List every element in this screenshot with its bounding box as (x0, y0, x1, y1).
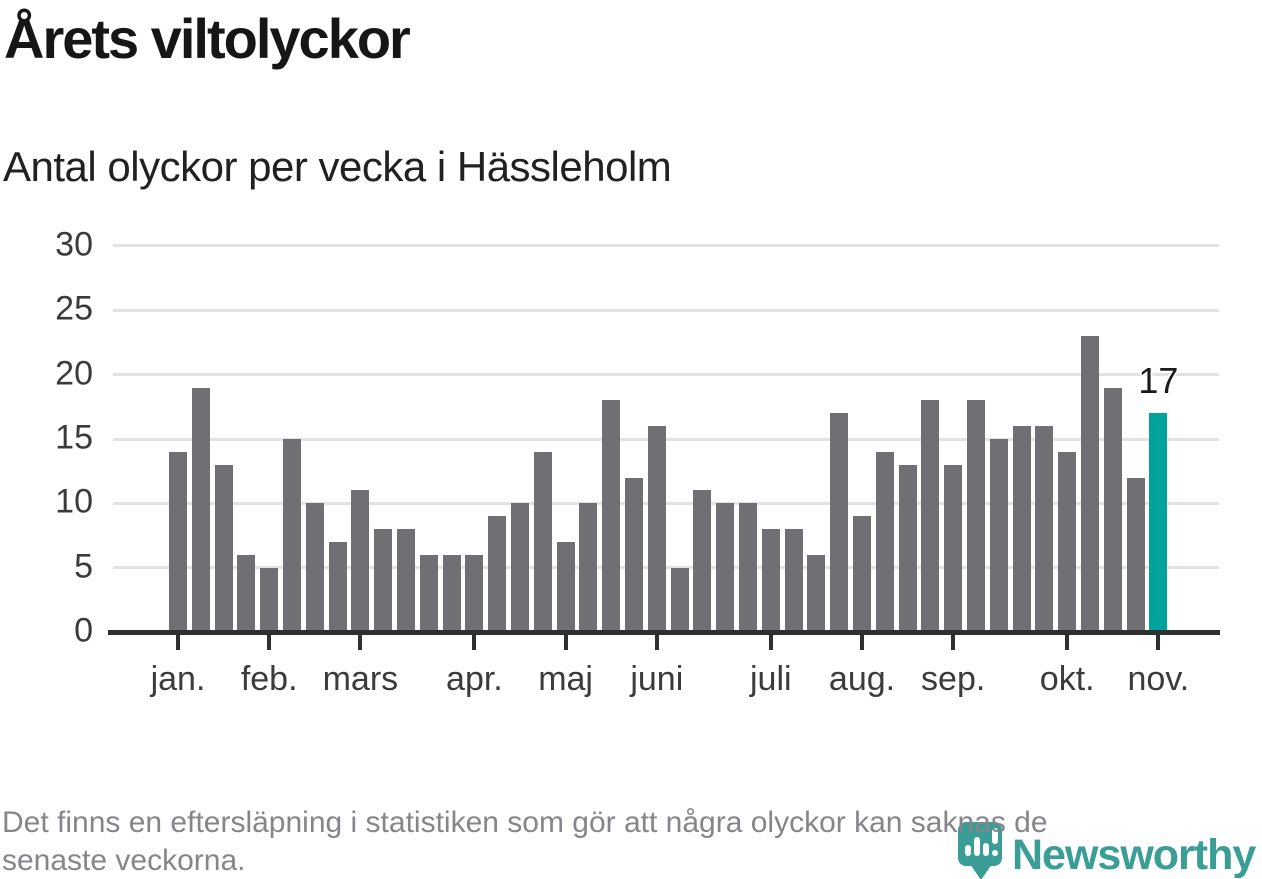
bar (533, 451, 552, 632)
month-tick (951, 633, 956, 650)
bar (351, 490, 370, 632)
gridline (113, 437, 1219, 441)
x-axis-month-label: feb. (240, 660, 298, 698)
gridline (113, 501, 1219, 505)
month-tick (1156, 633, 1161, 650)
bar (374, 529, 393, 632)
bar (579, 503, 598, 632)
y-axis-tick-label: 20 (55, 354, 93, 393)
page-title: Årets viltolyckor (4, 7, 411, 70)
bar (670, 567, 689, 632)
x-axis-month-label: jan. (150, 660, 206, 698)
bar (1012, 426, 1031, 632)
y-axis-tick-label: 25 (55, 289, 93, 328)
gridline (113, 566, 1219, 570)
month-tick (768, 633, 773, 650)
y-axis-tick-label: 0 (74, 611, 93, 650)
bar (647, 426, 666, 632)
month-tick (267, 633, 272, 650)
footnote-line: senaste veckorna. (2, 844, 246, 877)
y-axis-tick-label: 5 (74, 547, 93, 586)
x-axis-month-label: mars (322, 660, 399, 698)
bar (853, 516, 871, 632)
bar (693, 490, 712, 632)
bar (784, 529, 803, 632)
footnote-line: Det finns en eftersläpning i statistiken… (2, 806, 1048, 839)
month-tick (654, 633, 659, 650)
x-axis-month-label: sep. (921, 660, 986, 698)
bar (191, 387, 210, 632)
bar (921, 400, 940, 632)
bar (214, 464, 233, 632)
bar (830, 413, 849, 632)
x-axis-month-label: juni (630, 660, 684, 698)
y-axis-tick-label: 10 (55, 483, 93, 522)
month-tick (358, 633, 363, 650)
bar (967, 400, 985, 632)
y-axis-tick-label: 15 (55, 418, 93, 457)
bar (716, 503, 735, 632)
newsworthy-pin-icon (958, 822, 1002, 866)
x-axis-month-label: aug. (828, 660, 896, 698)
gridline (113, 373, 1219, 377)
x-axis-month-label: apr. (446, 660, 503, 698)
bar (328, 541, 347, 632)
gridline (113, 244, 1219, 248)
bar (807, 554, 826, 632)
bar (739, 503, 757, 632)
month-tick (472, 633, 477, 650)
bar (1058, 451, 1077, 632)
bar (944, 464, 963, 632)
bar (419, 554, 438, 632)
bar (237, 554, 256, 632)
month-tick (860, 633, 864, 650)
bar (989, 439, 1008, 632)
bar (397, 529, 415, 632)
bar (1081, 336, 1099, 632)
bar (1149, 413, 1168, 632)
bar (260, 567, 279, 632)
chart-subtitle: Antal olyckor per vecka i Hässleholm (3, 143, 672, 190)
bar (283, 439, 301, 632)
bar (1103, 387, 1122, 632)
bar (169, 451, 187, 632)
y-axis-tick-label: 30 (55, 225, 93, 264)
bar (1035, 426, 1054, 632)
bar (442, 554, 461, 632)
month-tick (176, 633, 180, 650)
gridline (113, 308, 1219, 312)
newsworthy-wordmark: Newsworthy (1012, 831, 1256, 879)
month-tick (563, 633, 568, 650)
chart-footnote: Det finns en eftersläpning i statistiken… (2, 804, 1048, 879)
bar (305, 503, 324, 632)
month-tick (1065, 633, 1070, 650)
x-axis-month-label: maj (538, 660, 593, 698)
bar (625, 477, 643, 632)
highlight-value-label: 17 (1138, 360, 1179, 401)
x-axis-month-label: okt. (1039, 660, 1095, 698)
bar (556, 541, 575, 632)
bar (875, 451, 894, 632)
bar (761, 529, 780, 632)
bar (1126, 477, 1145, 632)
bar (511, 503, 529, 632)
x-axis-line (108, 630, 1220, 635)
x-axis-month-label: nov. (1127, 660, 1190, 698)
bar (465, 554, 484, 632)
bar (488, 516, 507, 632)
bar (602, 400, 621, 632)
x-axis-month-label: juli (750, 660, 792, 698)
pin-tail (970, 864, 992, 879)
bar (898, 464, 917, 632)
